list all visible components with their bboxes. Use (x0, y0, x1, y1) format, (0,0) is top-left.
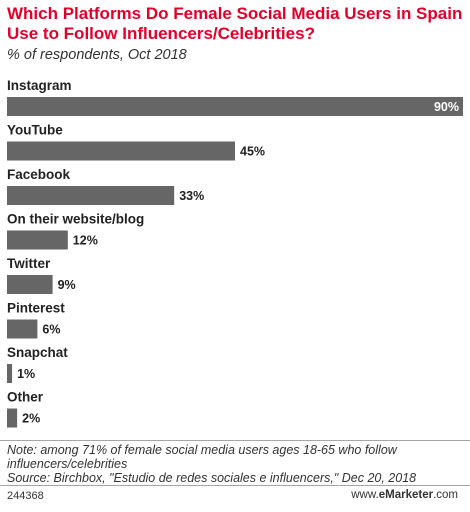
chart-subtitle: % of respondents, Oct 2018 (7, 47, 187, 63)
category-label-other: Other (7, 390, 44, 405)
value-label-snapchat: 1% (17, 367, 35, 381)
brand-suffix: .com (433, 489, 458, 501)
value-label-pinterest: 6% (42, 323, 60, 337)
bar-other (7, 408, 18, 428)
category-label-facebook: Facebook (7, 167, 71, 182)
footnote-source: Source: Birchbox, "Estudio de redes soci… (7, 471, 417, 485)
category-label-on-their-website-blog: On their website/blog (7, 212, 144, 227)
bar-twitter (7, 275, 53, 294)
category-label-youtube: YouTube (7, 123, 63, 138)
bar-instagram (7, 97, 463, 116)
category-label-pinterest: Pinterest (7, 301, 65, 316)
bar-snapchat (7, 364, 13, 383)
footnote: Note: among 71% of female social media u… (7, 443, 463, 485)
chart-id: 244368 (7, 490, 44, 502)
emarketer-logo: www.eMarketer.com (351, 489, 458, 501)
footnote-divider (0, 440, 470, 441)
category-label-twitter: Twitter (7, 256, 51, 271)
footer-divider (0, 485, 470, 486)
value-label-instagram: 90% (434, 100, 459, 114)
bar-youtube (7, 141, 235, 161)
bar-facebook (7, 186, 175, 205)
category-label-instagram: Instagram (7, 78, 72, 93)
bar-chart: Instagram 90% YouTube 45% Facebook 33% On thei… (7, 78, 463, 428)
value-label-twitter: 9% (58, 278, 76, 292)
footnote-note: Note: among 71% of female social media u… (7, 443, 397, 471)
brand-name: eMarketer (378, 489, 434, 501)
category-label-snapchat: Snapchat (7, 345, 68, 360)
value-label-youtube: 45% (240, 145, 265, 159)
brand-prefix: www. (351, 489, 379, 501)
value-label-facebook: 33% (179, 189, 204, 203)
chart-title: Which Platforms Do Female Social Media U… (7, 4, 463, 43)
value-label-other: 2% (22, 412, 40, 426)
bar-pinterest (7, 319, 38, 339)
value-label-on-their-website-blog: 12% (73, 234, 98, 248)
bar-on-their-website-blog (7, 230, 68, 250)
